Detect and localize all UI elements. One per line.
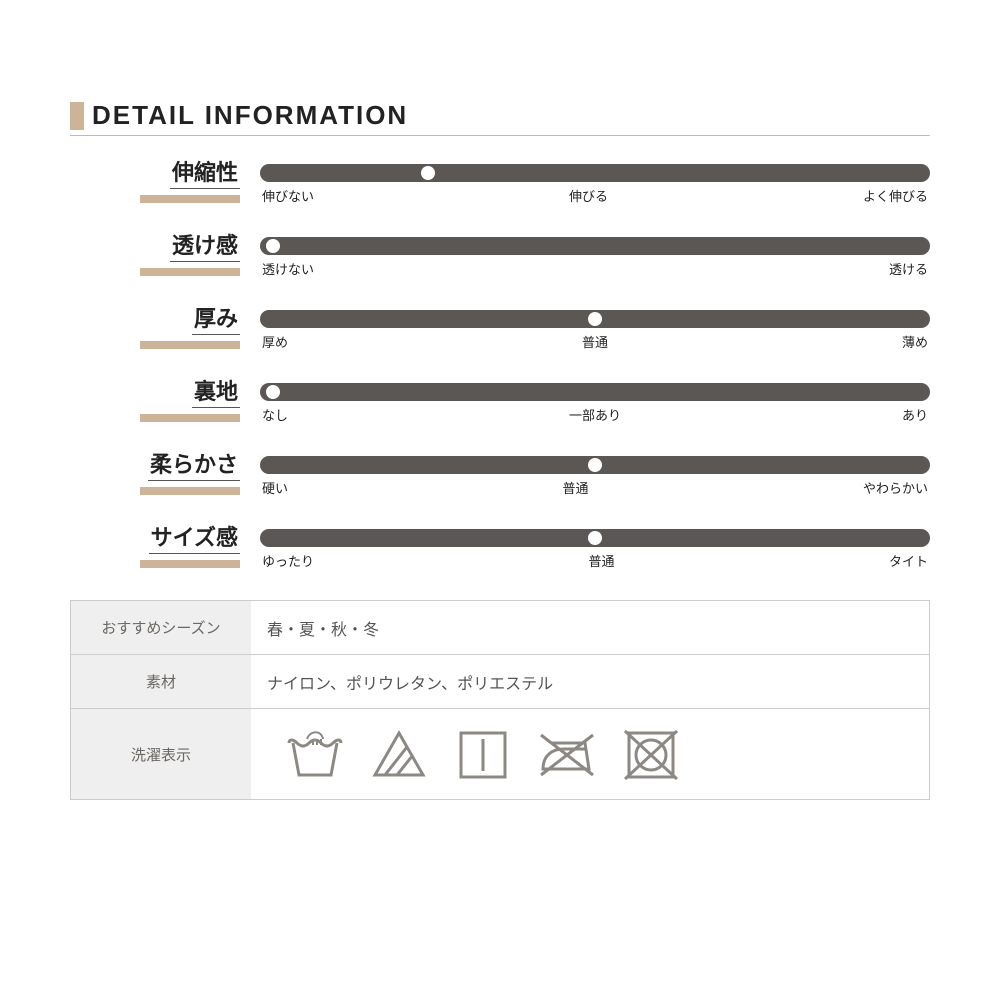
handwash-icon xyxy=(283,725,347,783)
info-table-key: 洗濯表示 xyxy=(71,709,251,799)
slider-tick-label: あり xyxy=(902,405,928,424)
slider-tick-label: よく伸びる xyxy=(863,186,928,205)
slider-tick-label: 厚め xyxy=(262,332,288,351)
slider-tick-label: 透けない xyxy=(262,259,314,278)
slider-label-wrap: 透け感 xyxy=(140,233,260,276)
slider-track-wrap xyxy=(260,456,930,474)
sliders-container: 伸縮性伸びない伸びるよく伸びる透け感透けない透ける厚み厚め普通薄め裏地なし一部あ… xyxy=(140,160,930,570)
slider-track-wrap xyxy=(260,237,930,255)
info-table-value: ナイロン、ポリウレタン、ポリエステル xyxy=(251,655,929,708)
slider-label-wrap: 柔らかさ xyxy=(140,452,260,495)
do-not-iron-icon xyxy=(535,725,599,783)
slider-marker xyxy=(588,312,602,326)
slider-track-wrap xyxy=(260,164,930,182)
slider-label-wrap: 伸縮性 xyxy=(140,160,260,203)
info-table-value: 春・夏・秋・冬 xyxy=(251,601,929,654)
slider-row: 透け感透けない 透ける xyxy=(140,233,930,278)
slider-label-underbar xyxy=(140,341,240,349)
slider-track xyxy=(260,164,930,182)
do-not-tumble-dry-icon xyxy=(619,725,683,783)
slider-track xyxy=(260,237,930,255)
slider-label-underbar xyxy=(140,487,240,495)
slider-label-wrap: 厚み xyxy=(140,306,260,349)
section-title: DETAIL INFORMATION xyxy=(92,100,408,131)
slider-tick-label: 透ける xyxy=(889,259,928,278)
do-not-tumble-dry-icon xyxy=(619,725,683,783)
slider-row: 伸縮性伸びない 伸びる よく伸びる xyxy=(140,160,930,205)
slider-tick-label: 硬い xyxy=(262,478,288,497)
care-icons-row xyxy=(267,711,683,797)
slider-label: 柔らかさ xyxy=(148,452,240,481)
slider-tick-label: 一部あり xyxy=(569,405,621,424)
slider-marker xyxy=(266,385,280,399)
slider-label-underbar xyxy=(140,268,240,276)
info-table-value xyxy=(251,709,929,799)
slider-label-underbar xyxy=(140,414,240,422)
info-table-key: おすすめシーズン xyxy=(71,601,251,654)
info-table-row: おすすめシーズン春・夏・秋・冬 xyxy=(71,601,929,655)
slider-marker xyxy=(588,531,602,545)
dry-flat-icon xyxy=(451,725,515,783)
slider-marker xyxy=(588,458,602,472)
slider-label: 裏地 xyxy=(192,379,240,408)
slider-area: ゆったり 普通 タイト xyxy=(260,525,930,570)
slider-label-wrap: 裏地 xyxy=(140,379,260,422)
info-table-row: 素材ナイロン、ポリウレタン、ポリエステル xyxy=(71,655,929,709)
slider-label-underbar xyxy=(140,195,240,203)
slider-tick-label: やわらかい xyxy=(863,478,928,497)
slider-track-wrap xyxy=(260,383,930,401)
bleach-non-chlorine-icon xyxy=(367,725,431,783)
slider-label-wrap: サイズ感 xyxy=(140,525,260,568)
slider-label: 厚み xyxy=(192,306,240,335)
slider-tick-label: ゆったり xyxy=(262,551,314,570)
slider-tick-label: 普通 xyxy=(562,478,588,497)
slider-label: サイズ感 xyxy=(149,525,240,554)
slider-area: なし 一部あり あり xyxy=(260,379,930,424)
slider-area: 厚め 普通 薄め xyxy=(260,306,930,351)
slider-label: 伸縮性 xyxy=(170,160,240,189)
slider-row: 柔らかさ硬い 普通 やわらかい xyxy=(140,452,930,497)
slider-row: サイズ感ゆったり 普通 タイト xyxy=(140,525,930,570)
slider-track-wrap xyxy=(260,529,930,547)
do-not-iron-icon xyxy=(535,725,599,783)
slider-marker xyxy=(266,239,280,253)
slider-tick-label: なし xyxy=(262,405,288,424)
slider-track xyxy=(260,383,930,401)
slider-area: 硬い 普通 やわらかい xyxy=(260,452,930,497)
slider-row: 厚み厚め 普通 薄め xyxy=(140,306,930,351)
slider-tick-label: 普通 xyxy=(582,332,608,351)
slider-tick-label: 薄め xyxy=(902,332,928,351)
slider-tick-labels: 透けない 透ける xyxy=(260,259,930,278)
handwash-icon xyxy=(283,725,347,783)
slider-label-underbar xyxy=(140,560,240,568)
slider-tick-label: 伸びない xyxy=(262,186,314,205)
slider-row: 裏地なし 一部あり あり xyxy=(140,379,930,424)
slider-tick-labels: なし 一部あり あり xyxy=(260,405,930,424)
slider-tick-labels: 厚め 普通 薄め xyxy=(260,332,930,351)
info-table: おすすめシーズン春・夏・秋・冬素材ナイロン、ポリウレタン、ポリエステル洗濯表示 xyxy=(70,600,930,800)
info-table-row: 洗濯表示 xyxy=(71,709,929,799)
bleach-non-chlorine-icon xyxy=(367,725,431,783)
slider-tick-label: 普通 xyxy=(588,551,614,570)
slider-label: 透け感 xyxy=(170,233,240,262)
slider-tick-labels: ゆったり 普通 タイト xyxy=(260,551,930,570)
slider-tick-labels: 伸びない 伸びる よく伸びる xyxy=(260,186,930,205)
slider-track-wrap xyxy=(260,310,930,328)
slider-tick-labels: 硬い 普通 やわらかい xyxy=(260,478,930,497)
dry-flat-icon xyxy=(451,725,515,783)
slider-area: 透けない 透ける xyxy=(260,233,930,278)
section-title-row: DETAIL INFORMATION xyxy=(70,100,930,136)
info-table-key: 素材 xyxy=(71,655,251,708)
title-accent-bar xyxy=(70,102,84,130)
slider-tick-label: タイト xyxy=(889,551,928,570)
slider-tick-label: 伸びる xyxy=(569,186,608,205)
slider-marker xyxy=(421,166,435,180)
slider-area: 伸びない 伸びる よく伸びる xyxy=(260,160,930,205)
